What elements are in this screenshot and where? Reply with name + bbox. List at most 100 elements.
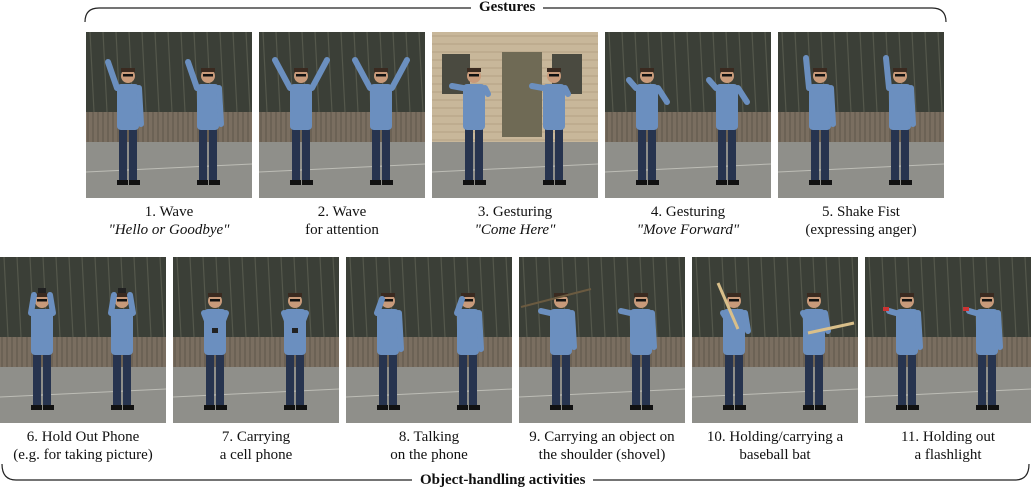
phone bbox=[292, 328, 298, 333]
photo-frame bbox=[692, 257, 858, 423]
photo-frame bbox=[865, 257, 1031, 423]
object-panel-10 bbox=[692, 257, 858, 423]
person bbox=[281, 293, 309, 410]
caption-line2: "Move Forward" bbox=[636, 222, 740, 238]
person bbox=[716, 282, 751, 410]
photo-frame bbox=[173, 257, 339, 423]
parking-lot bbox=[432, 142, 598, 198]
caption-line1: 1. Wave bbox=[144, 204, 194, 220]
caption-line1: 9. Carrying an object on bbox=[529, 429, 675, 445]
gesture-panel-1 bbox=[86, 32, 252, 198]
gestures-group-label: Gestures bbox=[471, 0, 544, 16]
fence bbox=[0, 337, 166, 367]
object-panel-6 bbox=[0, 257, 166, 423]
objects-group-label: Object-handling activities bbox=[412, 471, 594, 489]
person bbox=[529, 68, 571, 185]
person bbox=[201, 293, 229, 410]
person bbox=[618, 293, 657, 410]
gesture-panel-5 bbox=[778, 32, 944, 198]
caption-line1: 10. Holding/carrying a bbox=[706, 429, 844, 445]
person bbox=[352, 57, 410, 185]
shovel bbox=[520, 288, 592, 308]
object-caption-10: 10. Holding/carrying a baseball bat bbox=[692, 428, 858, 464]
doorway bbox=[502, 52, 542, 137]
phone bbox=[212, 328, 218, 333]
caption-line1: 11. Holding out bbox=[900, 429, 996, 445]
parking-lot bbox=[605, 142, 771, 198]
caption-line1: 8. Talking bbox=[398, 429, 460, 445]
caption-line1: 6. Hold Out Phone bbox=[26, 429, 140, 445]
gesture-caption-2: 2. Wave for attention bbox=[259, 203, 425, 239]
flashlight bbox=[963, 307, 969, 311]
parking-lot bbox=[259, 142, 425, 198]
fence bbox=[259, 112, 425, 142]
parking-lot bbox=[865, 367, 1031, 423]
gesture-panel-3 bbox=[432, 32, 598, 198]
fence bbox=[346, 337, 512, 367]
baseball-bat bbox=[716, 282, 740, 330]
caption-line2: for attention bbox=[305, 222, 379, 238]
photo-frame bbox=[432, 32, 598, 198]
caption-line2: the shoulder (shovel) bbox=[538, 447, 666, 463]
parking-lot bbox=[346, 367, 512, 423]
photo-frame bbox=[519, 257, 685, 423]
parking-lot bbox=[173, 367, 339, 423]
person bbox=[105, 59, 144, 185]
caption-line1: 5. Shake Fist bbox=[822, 204, 900, 220]
gesture-caption-3: 3. Gesturing "Come Here" bbox=[432, 203, 598, 239]
person bbox=[449, 68, 491, 185]
caption-line2: a flashlight bbox=[914, 447, 982, 463]
phone bbox=[118, 288, 126, 293]
person bbox=[454, 293, 484, 410]
caption-line2: a cell phone bbox=[219, 447, 293, 463]
caption-line1: 4. Gesturing bbox=[650, 204, 726, 220]
fence bbox=[86, 112, 252, 142]
person bbox=[800, 293, 855, 410]
caption-line2: "Come Here" bbox=[474, 222, 556, 238]
object-panel-7 bbox=[173, 257, 339, 423]
parking-lot bbox=[0, 367, 166, 423]
flashlight bbox=[883, 307, 889, 311]
caption-line2: on the phone bbox=[390, 447, 468, 463]
caption-line1: 3. Gesturing bbox=[477, 204, 553, 220]
parking-lot bbox=[86, 142, 252, 198]
caption-line2: (e.g. for taking picture) bbox=[13, 447, 153, 463]
person bbox=[272, 57, 330, 185]
caption-line2: "Hello or Goodbye" bbox=[108, 222, 230, 238]
gesture-caption-5: 5. Shake Fist (expressing anger) bbox=[778, 203, 944, 239]
object-panel-8 bbox=[346, 257, 512, 423]
gesture-panel-4 bbox=[605, 32, 771, 198]
person bbox=[520, 288, 592, 410]
parking-lot bbox=[692, 367, 858, 423]
fence bbox=[605, 112, 771, 142]
parking-lot bbox=[519, 367, 685, 423]
person bbox=[374, 293, 404, 410]
object-caption-9: 9. Carrying an object on the shoulder (s… bbox=[512, 428, 692, 464]
object-panel-9 bbox=[519, 257, 685, 423]
photo-frame bbox=[86, 32, 252, 198]
gesture-caption-4: 4. Gesturing "Move Forward" bbox=[605, 203, 771, 239]
gesture-panel-2 bbox=[259, 32, 425, 198]
object-caption-6: 6. Hold Out Phone (e.g. for taking pictu… bbox=[0, 428, 170, 464]
photo-frame bbox=[778, 32, 944, 198]
fence bbox=[778, 112, 944, 142]
fence bbox=[865, 337, 1031, 367]
baseball-bat bbox=[807, 321, 855, 335]
person bbox=[185, 59, 224, 185]
photo-frame bbox=[259, 32, 425, 198]
caption-line1: 7. Carrying bbox=[221, 429, 291, 445]
fence bbox=[519, 337, 685, 367]
photo-frame bbox=[0, 257, 166, 423]
object-caption-7: 7. Carrying a cell phone bbox=[173, 428, 339, 464]
caption-line1: 2. Wave bbox=[317, 204, 367, 220]
photo-frame bbox=[605, 32, 771, 198]
photo-frame bbox=[346, 257, 512, 423]
person bbox=[626, 68, 670, 185]
gesture-caption-1: 1. Wave "Hello or Goodbye" bbox=[86, 203, 252, 239]
caption-line2: (expressing anger) bbox=[805, 222, 917, 238]
phone bbox=[38, 288, 46, 293]
caption-line2: baseball bat bbox=[739, 447, 811, 463]
person bbox=[108, 288, 136, 410]
person bbox=[883, 55, 916, 185]
fence bbox=[173, 337, 339, 367]
